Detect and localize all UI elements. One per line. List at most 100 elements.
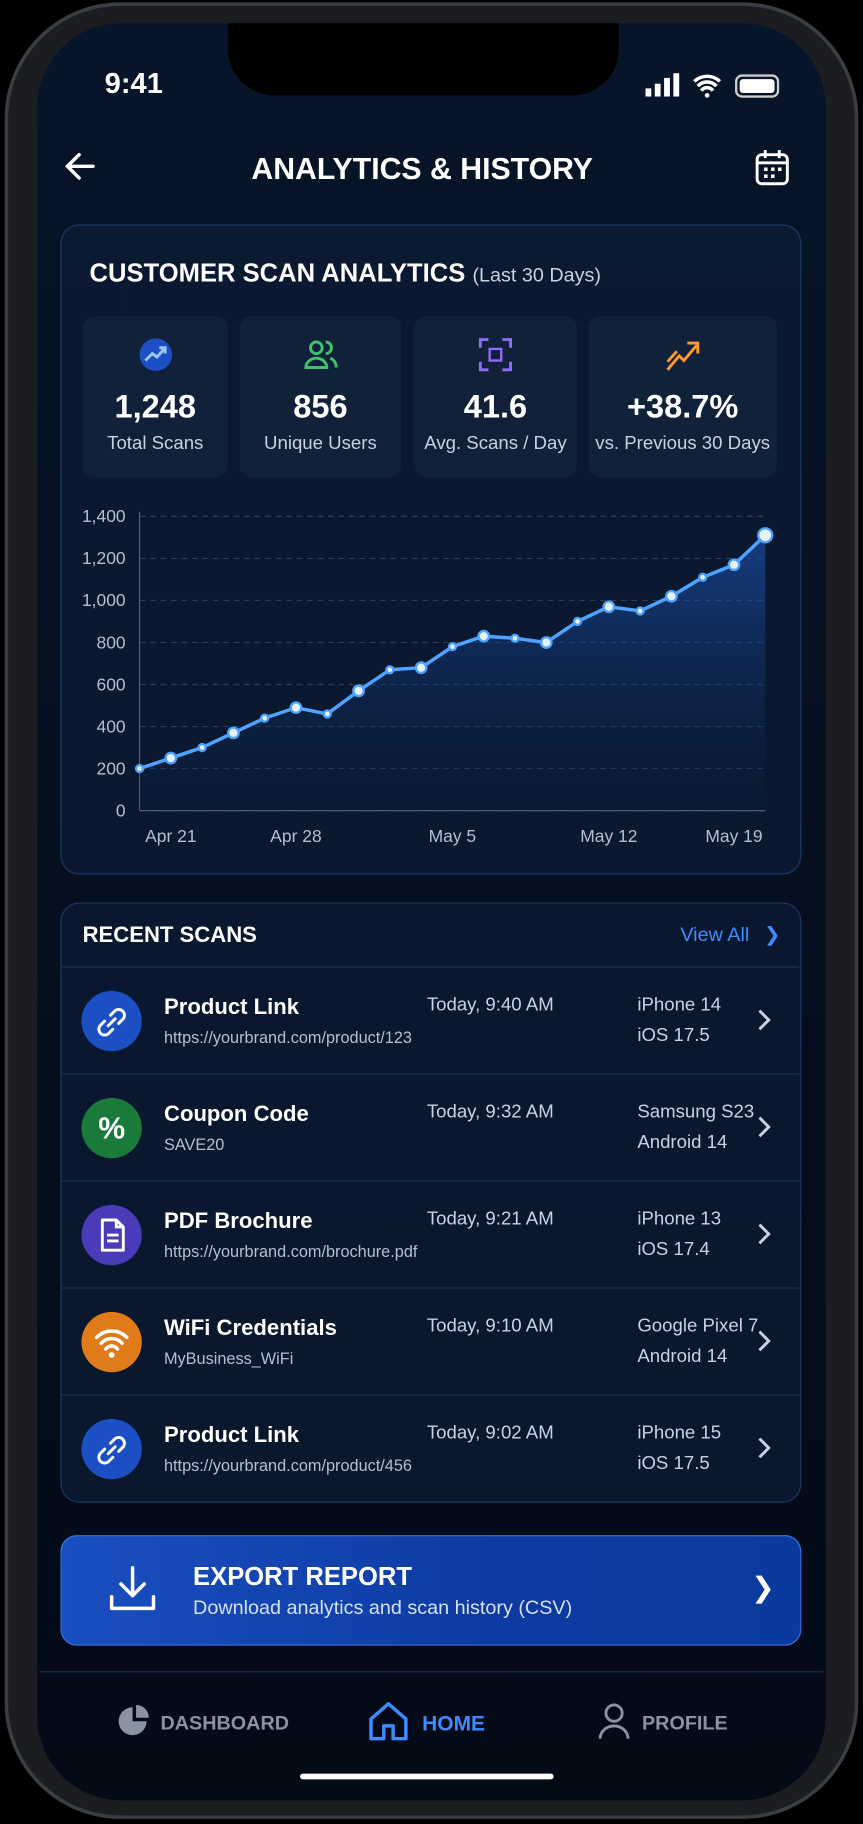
scan-subtitle: https://yourbrand.com/product/123 <box>163 1028 412 1047</box>
dashboard-icon <box>118 1704 149 1736</box>
chart: 0 200 400 600 800 1,000 1,200 1,400 Apr 21 Apr 28… <box>82 506 774 846</box>
nav-divider <box>39 1671 824 1673</box>
x-tick-label: Apr 28 <box>270 826 321 846</box>
point <box>414 661 428 675</box>
stat-icon <box>138 338 172 371</box>
stat-label: Unique Users <box>264 433 377 454</box>
analytics-title: CUSTOMER SCAN ANALYTICS (Last 30 Days) <box>90 258 601 288</box>
stat-label: vs. Previous 30 Days <box>595 433 771 454</box>
scan-time: Today, 9:10 AM <box>426 1316 554 1337</box>
point <box>539 636 553 649</box>
chevron <box>758 1437 771 1459</box>
y-tick-label: 1,400 <box>82 506 126 526</box>
scan-device: Samsung S23 <box>637 1102 755 1123</box>
y-tick-label: 600 <box>97 674 126 694</box>
calendar-button[interactable] <box>754 148 791 188</box>
point <box>635 606 645 616</box>
stat-value: 41.6 <box>463 388 528 425</box>
export-title: EXPORT REPORT <box>193 1561 412 1591</box>
scan-os: Android 14 <box>637 1346 728 1367</box>
stat-icon <box>303 340 337 369</box>
stat-value: +38.7% <box>627 388 739 425</box>
scan-subtitle: MyBusiness_WiFi <box>163 1349 294 1368</box>
notch <box>227 23 619 96</box>
scan-os: iOS 17.5 <box>637 1453 710 1474</box>
status-time: 9:41 <box>104 67 163 101</box>
scan-os: Android 14 <box>637 1132 728 1153</box>
svg-text:%: % <box>98 1113 125 1146</box>
point <box>572 616 583 627</box>
title: CUSTOMER SCAN ANALYTICS <box>89 258 466 288</box>
profile-icon <box>598 1703 630 1739</box>
scan-title: Coupon Code <box>163 1102 309 1127</box>
point <box>260 713 270 723</box>
point <box>164 751 178 765</box>
x-tick-label: Apr 21 <box>145 826 196 846</box>
view-all[interactable]: View All ❯ <box>680 923 781 946</box>
point <box>698 572 708 582</box>
scan-icon <box>81 1204 142 1266</box>
stat-card: 1,248 Total Scans <box>82 316 228 477</box>
subtitle: (Last 30 Days) <box>472 264 602 287</box>
stat-card: +38.7% vs. Previous 30 Days <box>588 316 777 477</box>
y-tick-label: 1,200 <box>82 548 126 568</box>
download-icon <box>109 1565 156 1611</box>
point <box>385 665 395 675</box>
stat-card: 41.6 Avg. Scans / Day <box>414 316 577 477</box>
scan-time: Today, 9:40 AM <box>426 995 554 1016</box>
y-tick-label: 0 <box>116 800 126 820</box>
y-tick-label: 800 <box>97 632 126 652</box>
chevron <box>758 1009 771 1031</box>
scan-device: iPhone 14 <box>637 995 722 1016</box>
scan-time: Today, 9:21 AM <box>426 1209 554 1230</box>
point <box>227 726 240 740</box>
point <box>352 684 365 698</box>
stat-value: 1,248 <box>114 388 197 425</box>
recent-title: RECENT SCANS <box>82 923 257 948</box>
scan-row[interactable]: WiFi Credentials MyBusiness_WiFi Today, 9:… <box>60 1287 799 1395</box>
scan-title: WiFi Credentials <box>163 1316 337 1341</box>
scan-row[interactable]: % Coupon Code SAVE20 Today, 9:32 AM Samsung … <box>60 1073 799 1181</box>
export-subtitle: Download analytics and scan history (CSV… <box>193 1596 573 1619</box>
back-button[interactable] <box>63 149 98 184</box>
home-indicator <box>300 1773 554 1780</box>
scan-device: Google Pixel 7 <box>637 1316 759 1337</box>
scan-time: Today, 9:32 AM <box>426 1102 554 1123</box>
point <box>665 589 678 603</box>
stat-icon <box>478 338 513 372</box>
scan-title: Product Link <box>163 995 300 1020</box>
scan-row[interactable]: Product Link https://yourbrand.com/produc… <box>60 1394 799 1502</box>
point <box>197 742 207 753</box>
scan-subtitle: https://yourbrand.com/product/456 <box>163 1456 412 1475</box>
scan-row[interactable]: PDF Brochure https://yourbrand.com/brochu… <box>60 1180 799 1288</box>
stat-label: Total Scans <box>107 433 204 454</box>
scan-device: iPhone 13 <box>637 1209 722 1230</box>
y-tick-label: 200 <box>97 758 126 778</box>
recent-card <box>60 902 802 1503</box>
scan-title: Product Link <box>163 1423 300 1448</box>
point <box>447 642 458 652</box>
point <box>322 709 332 719</box>
nav-home[interactable]: HOME <box>422 1711 485 1736</box>
view-all-label: View All <box>680 923 750 946</box>
stat-icon <box>666 341 700 371</box>
y-tick-label: 400 <box>97 716 126 736</box>
nav-profile[interactable]: PROFILE <box>641 1711 728 1735</box>
export-button[interactable]: EXPORT REPORT Download analytics and sca… <box>60 1535 802 1646</box>
y-tick-label: 1,000 <box>82 590 126 610</box>
scan-device: iPhone 15 <box>637 1423 722 1444</box>
scan-subtitle: https://yourbrand.com/brochure.pdf <box>163 1242 418 1261</box>
chevron <box>758 1116 771 1138</box>
scan-icon: % <box>81 1097 142 1159</box>
point <box>727 558 741 572</box>
point <box>602 600 616 614</box>
nav-dashboard[interactable]: DASHBOARD <box>160 1711 290 1735</box>
stat-label: Avg. Scans / Day <box>424 433 567 454</box>
area <box>139 535 766 811</box>
scan-title: PDF Brochure <box>163 1209 313 1234</box>
point <box>477 629 491 643</box>
scan-row[interactable]: Product Link https://yourbrand.com/produc… <box>60 966 799 1074</box>
x-tick-label: May 5 <box>429 826 477 846</box>
scan-icon <box>81 1418 142 1480</box>
stat-card: 856 Unique Users <box>239 316 402 477</box>
